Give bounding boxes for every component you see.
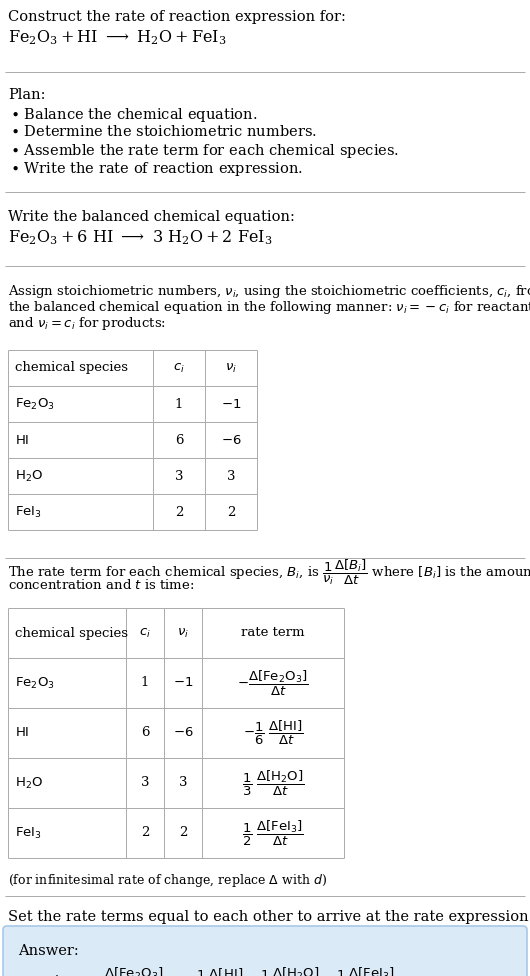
Text: 3: 3 <box>227 469 235 482</box>
Text: 6: 6 <box>141 726 149 740</box>
Text: chemical species: chemical species <box>15 361 128 375</box>
Text: Write the balanced chemical equation:: Write the balanced chemical equation: <box>8 210 295 224</box>
Text: $\bullet$ Assemble the rate term for each chemical species.: $\bullet$ Assemble the rate term for eac… <box>10 142 399 160</box>
Text: Set the rate terms equal to each other to arrive at the rate expression:: Set the rate terms equal to each other t… <box>8 910 530 924</box>
Text: and $\nu_i = c_i$ for products:: and $\nu_i = c_i$ for products: <box>8 315 166 332</box>
Text: $\bullet$ Write the rate of reaction expression.: $\bullet$ Write the rate of reaction exp… <box>10 160 303 178</box>
Text: 6: 6 <box>175 433 183 446</box>
Text: rate $= -\dfrac{\Delta[\mathrm{Fe_2O_3}]}{\Delta t}= -\dfrac{1}{6}\,\dfrac{\Delt: rate $= -\dfrac{\Delta[\mathrm{Fe_2O_3}]… <box>40 966 396 976</box>
Text: Construct the rate of reaction expression for:: Construct the rate of reaction expressio… <box>8 10 346 24</box>
Text: $-1$: $-1$ <box>173 676 193 689</box>
Text: $-1$: $-1$ <box>221 397 241 411</box>
Text: $-\dfrac{1}{6}\ \dfrac{\Delta[\mathrm{HI}]}{\Delta t}$: $-\dfrac{1}{6}\ \dfrac{\Delta[\mathrm{HI… <box>243 719 303 747</box>
Text: 3: 3 <box>179 777 187 790</box>
Text: $\bullet$ Balance the chemical equation.: $\bullet$ Balance the chemical equation. <box>10 106 258 124</box>
Text: 3: 3 <box>175 469 183 482</box>
Text: $\mathrm{H_2O}$: $\mathrm{H_2O}$ <box>15 468 43 483</box>
Text: $\dfrac{1}{2}\ \dfrac{\Delta[\mathrm{FeI_3}]}{\Delta t}$: $\dfrac{1}{2}\ \dfrac{\Delta[\mathrm{FeI… <box>242 819 304 847</box>
Text: $\mathregular{Fe_2O_3 + 6\ HI\ {\longrightarrow}\ 3\ H_2O + 2\ FeI_3}$: $\mathregular{Fe_2O_3 + 6\ HI\ {\longrig… <box>8 228 272 247</box>
Text: $c_i$: $c_i$ <box>173 361 185 375</box>
Text: $\mathrm{Fe_2O_3}$: $\mathrm{Fe_2O_3}$ <box>15 675 55 691</box>
Text: (for infinitesimal rate of change, replace $\Delta$ with $d$): (for infinitesimal rate of change, repla… <box>8 872 327 889</box>
Text: chemical species: chemical species <box>15 627 128 639</box>
Text: The rate term for each chemical species, $B_i$, is $\dfrac{1}{\nu_i}\dfrac{\Delt: The rate term for each chemical species,… <box>8 558 530 588</box>
Text: 2: 2 <box>141 827 149 839</box>
Text: $\nu_i$: $\nu_i$ <box>177 627 189 639</box>
Text: $\mathrm{FeI_3}$: $\mathrm{FeI_3}$ <box>15 826 42 840</box>
Text: rate term: rate term <box>241 627 305 639</box>
Text: 2: 2 <box>227 506 235 518</box>
Text: $c_i$: $c_i$ <box>139 627 151 639</box>
Text: $\nu_i$: $\nu_i$ <box>225 361 237 375</box>
Text: Plan:: Plan: <box>8 88 46 102</box>
FancyBboxPatch shape <box>3 926 527 976</box>
Text: $\mathrm{HI}$: $\mathrm{HI}$ <box>15 433 30 446</box>
Text: 1: 1 <box>175 397 183 411</box>
Text: 1: 1 <box>141 676 149 689</box>
Text: $\dfrac{1}{3}\ \dfrac{\Delta[\mathrm{H_2O}]}{\Delta t}$: $\dfrac{1}{3}\ \dfrac{\Delta[\mathrm{H_2… <box>242 768 304 797</box>
Text: $\bullet$ Determine the stoichiometric numbers.: $\bullet$ Determine the stoichiometric n… <box>10 124 317 139</box>
Text: $\mathregular{Fe_2O_3 + HI \ {\longrightarrow}\ H_2O + FeI_3}$: $\mathregular{Fe_2O_3 + HI \ {\longright… <box>8 28 226 47</box>
Text: $-\dfrac{\Delta[\mathrm{Fe_2O_3}]}{\Delta t}$: $-\dfrac{\Delta[\mathrm{Fe_2O_3}]}{\Delt… <box>237 669 309 698</box>
Text: 3: 3 <box>141 777 149 790</box>
Text: concentration and $t$ is time:: concentration and $t$ is time: <box>8 578 195 592</box>
Text: Answer:: Answer: <box>18 944 79 958</box>
Text: $-6$: $-6$ <box>220 433 241 446</box>
Text: the balanced chemical equation in the following manner: $\nu_i = -c_i$ for react: the balanced chemical equation in the fo… <box>8 299 530 316</box>
Text: $\mathrm{HI}$: $\mathrm{HI}$ <box>15 726 30 740</box>
Text: $\mathrm{FeI_3}$: $\mathrm{FeI_3}$ <box>15 505 42 519</box>
Text: $\mathrm{H_2O}$: $\mathrm{H_2O}$ <box>15 776 43 791</box>
Text: 2: 2 <box>175 506 183 518</box>
Text: $-6$: $-6$ <box>173 726 193 740</box>
Text: $\mathrm{Fe_2O_3}$: $\mathrm{Fe_2O_3}$ <box>15 396 55 412</box>
Text: Assign stoichiometric numbers, $\nu_i$, using the stoichiometric coefficients, $: Assign stoichiometric numbers, $\nu_i$, … <box>8 283 530 300</box>
Text: 2: 2 <box>179 827 187 839</box>
